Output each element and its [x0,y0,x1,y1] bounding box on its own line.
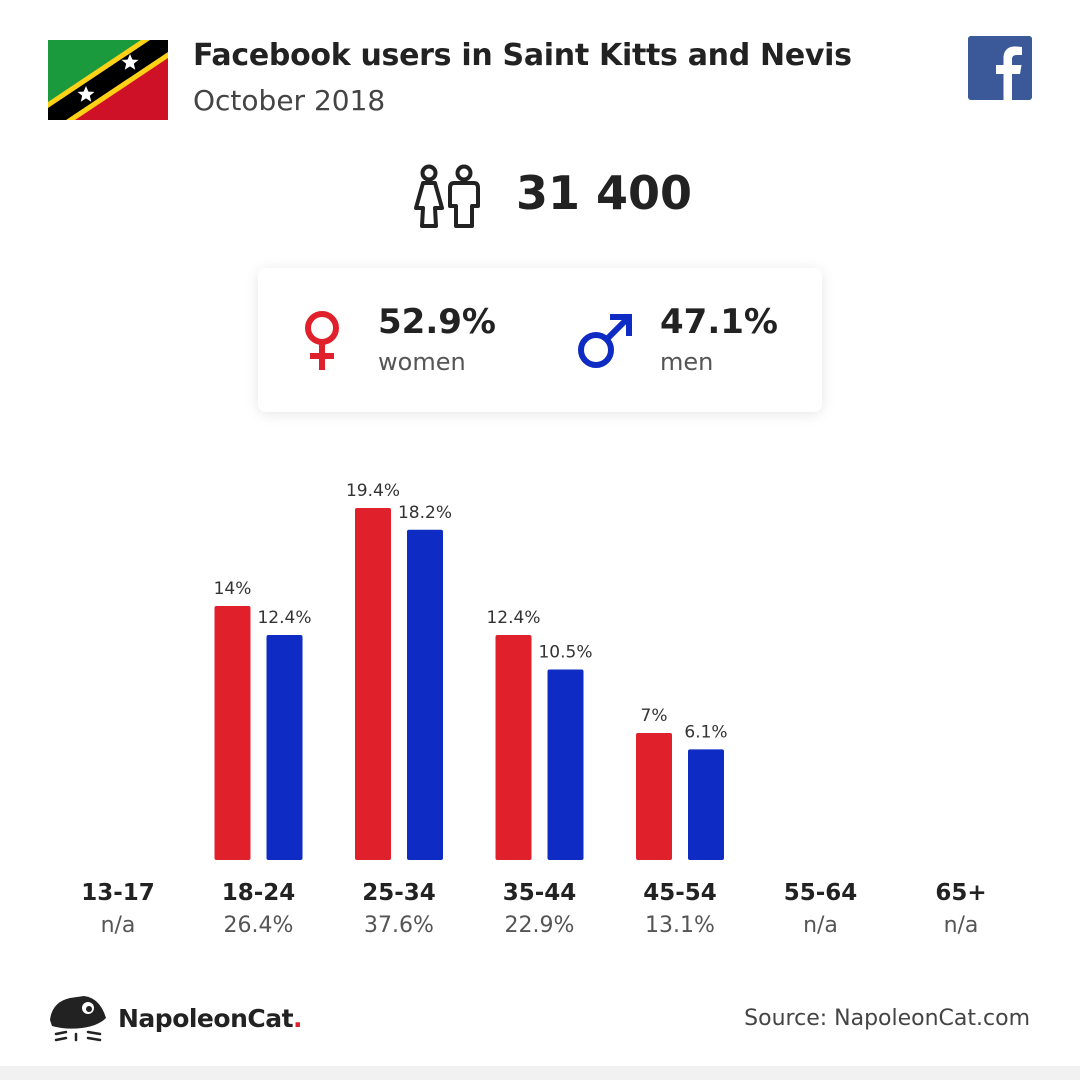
users-icon [414,164,480,228]
age-category-total: 26.4% [224,913,294,938]
age-category-total: n/a [101,913,136,938]
bar-value-label: 12.4% [257,608,311,628]
age-category-label: 18-24 [222,880,296,906]
brand-name: NapoleonCat. [118,1004,303,1033]
saint-kitts-and-nevis-flag [48,40,168,120]
age-gender-bar-chart: 13-17n/a14%12.4%18-2426.4%19.4%18.2%25-3… [81,481,986,938]
age-category-label: 45-54 [643,880,717,906]
bar-value-label: 14% [214,579,252,599]
bar-25-34-series-1 [355,508,391,860]
napoleoncat-logo-icon [50,996,106,1042]
bar-value-label: 12.4% [486,608,540,628]
age-category-total: 22.9% [505,913,575,938]
bar-value-label: 19.4% [346,481,400,501]
age-category-total: n/a [803,913,838,938]
male-symbol-icon [578,314,632,368]
gender-split-card: 52.9% women 47.1% men [258,268,822,412]
total-users: 31 400 [516,166,693,220]
star-icon [121,54,139,70]
age-category-total: 13.1% [645,913,715,938]
bar-35-44-series-1 [495,635,532,860]
bar-25-34-series-2 [407,529,443,860]
footer-bar [0,1066,1080,1080]
star-icon [77,86,95,102]
age-category-label: 35-44 [503,880,577,906]
bar-value-label: 6.1% [684,722,727,742]
facebook-icon [968,36,1032,100]
source-note: Source: NapoleonCat.com [744,1006,1030,1031]
age-category-label: 25-34 [362,880,436,906]
bar-45-54-series-2 [688,749,724,860]
men-label: men [660,348,714,376]
age-category-total: n/a [944,913,979,938]
age-category-label: 55-64 [784,880,858,906]
bar-35-44-series-2 [547,669,584,860]
bar-18-24-series-1 [214,605,251,860]
bar-value-label: 7% [641,706,668,726]
women-label: women [378,348,466,376]
age-category-label: 13-17 [81,880,155,906]
age-category-total: 37.6% [364,913,434,938]
age-category-label: 65+ [935,880,986,906]
bar-45-54-series-1 [636,732,672,860]
women-percentage: 52.9% [378,302,496,342]
bar-value-label: 18.2% [398,503,452,523]
bar-18-24-series-2 [266,635,303,860]
female-symbol-icon [305,311,339,370]
bar-value-label: 10.5% [538,642,592,662]
page-subtitle: October 2018 [193,84,386,117]
page-title: Facebook users in Saint Kitts and Nevis [193,38,852,73]
men-percentage: 47.1% [660,302,778,342]
